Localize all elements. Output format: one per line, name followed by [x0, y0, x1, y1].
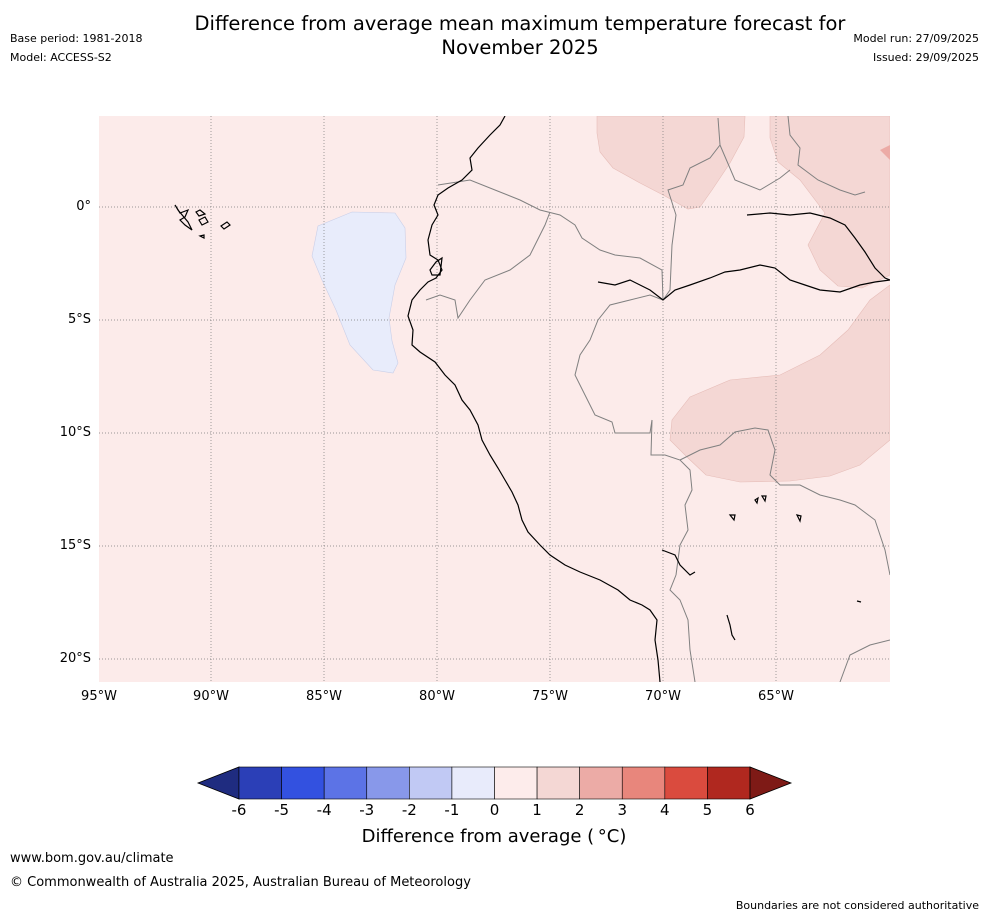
colorbar-tick-label: -3 — [359, 801, 375, 819]
warm-anomaly-amazon — [596, 116, 746, 210]
website-url: www.bom.gov.au/climate — [10, 851, 174, 866]
cool-anomaly-pacific — [311, 211, 407, 374]
copyright: © Commonwealth of Australia 2025, Austra… — [10, 875, 471, 890]
lon-label: 85°W — [306, 689, 342, 704]
title-line-2: November 2025 — [441, 36, 599, 59]
colorbar-tick-label: 5 — [702, 801, 713, 819]
colorbar-tick-label: 0 — [489, 801, 500, 819]
issued-date: Issued: 29/09/2025 — [872, 51, 979, 64]
lat-label: 0° — [76, 199, 91, 214]
base-period: Base period: 1981-2018 — [10, 32, 143, 45]
colorbar-tick-label: -5 — [274, 801, 290, 819]
model-name: Model: ACCESS-S2 — [10, 51, 112, 64]
lon-label: 95°W — [81, 689, 117, 704]
graticule — [99, 116, 890, 682]
lon-label: 75°W — [532, 689, 568, 704]
model-run: Model run: 27/09/2025 — [853, 32, 979, 45]
lon-label: 90°W — [193, 689, 229, 704]
colorbar-tick-label: -4 — [316, 801, 332, 819]
colorbar-tick-label: 2 — [574, 801, 585, 819]
colorbar-axis-label: Difference from average ( °C) — [361, 826, 627, 847]
coastline — [174, 116, 890, 682]
lon-label: 80°W — [419, 689, 455, 704]
lat-label: 10°S — [59, 425, 91, 440]
lat-label: 5°S — [67, 312, 91, 327]
lon-label: 70°W — [645, 689, 681, 704]
colorbar-tick-label: 6 — [745, 801, 755, 819]
colorbar-tick-label: -6 — [231, 801, 247, 819]
colorbar-tick-label: 4 — [660, 801, 670, 819]
warm-anomaly-east — [880, 145, 890, 160]
lat-label: 20°S — [59, 651, 91, 666]
map-title: Difference from average mean maximum tem… — [0, 12, 988, 60]
lat-label: 15°S — [59, 538, 91, 553]
lon-label: 65°W — [758, 689, 794, 704]
colorbar-tick-label: 3 — [617, 801, 628, 819]
colorbar-tick-label: -1 — [444, 801, 460, 819]
colorbar-tick-label: 1 — [532, 801, 542, 819]
title-line-1: Difference from average mean maximum tem… — [194, 12, 846, 35]
national-boundaries — [425, 116, 890, 682]
disclaimer: Boundaries are not considered authoritat… — [735, 899, 979, 912]
colorbar-tick-label: -2 — [401, 801, 417, 819]
